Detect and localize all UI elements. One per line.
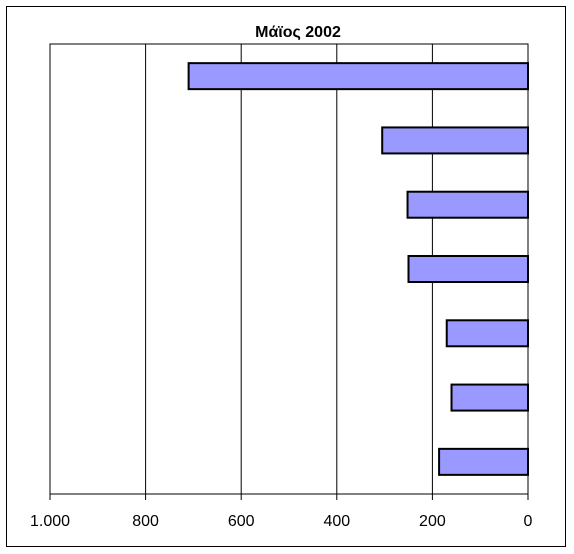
x-tick-label: 800 (132, 513, 159, 530)
bar (450, 383, 529, 412)
x-tick-label: 400 (323, 513, 350, 530)
bar (381, 126, 529, 155)
plot-area: 1.000 800 600 400 200 0 (30, 43, 533, 530)
x-tick-label: 600 (228, 513, 255, 530)
bar (406, 190, 530, 219)
bar (445, 319, 529, 348)
x-tick-label: 1.000 (30, 513, 70, 530)
chart-title: Μάϊος 2002 (255, 24, 341, 41)
bar (407, 255, 529, 283)
bar (187, 62, 529, 91)
x-tick-label: 0 (524, 513, 533, 530)
bar (438, 447, 530, 476)
x-tick-label: 200 (419, 513, 446, 530)
